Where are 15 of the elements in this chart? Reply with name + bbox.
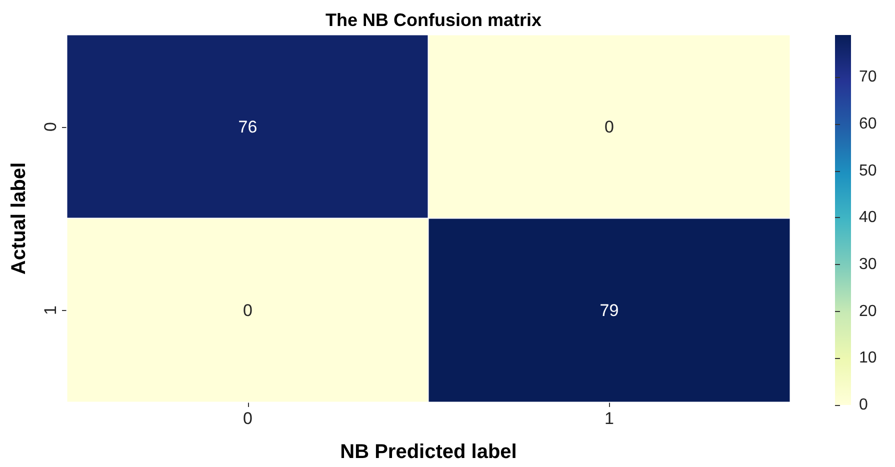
color-bar-label: 70 <box>859 68 877 86</box>
color-bar-label: 20 <box>859 302 877 320</box>
color-bar-label: 40 <box>859 209 877 226</box>
data-label: 76 <box>238 117 258 136</box>
chart-title: The NB Confusion matrix <box>325 10 542 30</box>
color-bar-label: 0 <box>859 396 868 414</box>
color-bar-label: 50 <box>859 162 877 180</box>
y-axis-title: Actual label <box>8 162 30 275</box>
data-label: 0 <box>243 300 252 320</box>
color-bar-label: 10 <box>859 350 877 367</box>
color-bar-label: 30 <box>859 256 877 273</box>
color-bar-label: 60 <box>859 115 877 132</box>
data-label: 0 <box>604 117 614 136</box>
data-label: 79 <box>600 300 619 320</box>
x-axis-title: NB Predicted label <box>340 441 517 463</box>
